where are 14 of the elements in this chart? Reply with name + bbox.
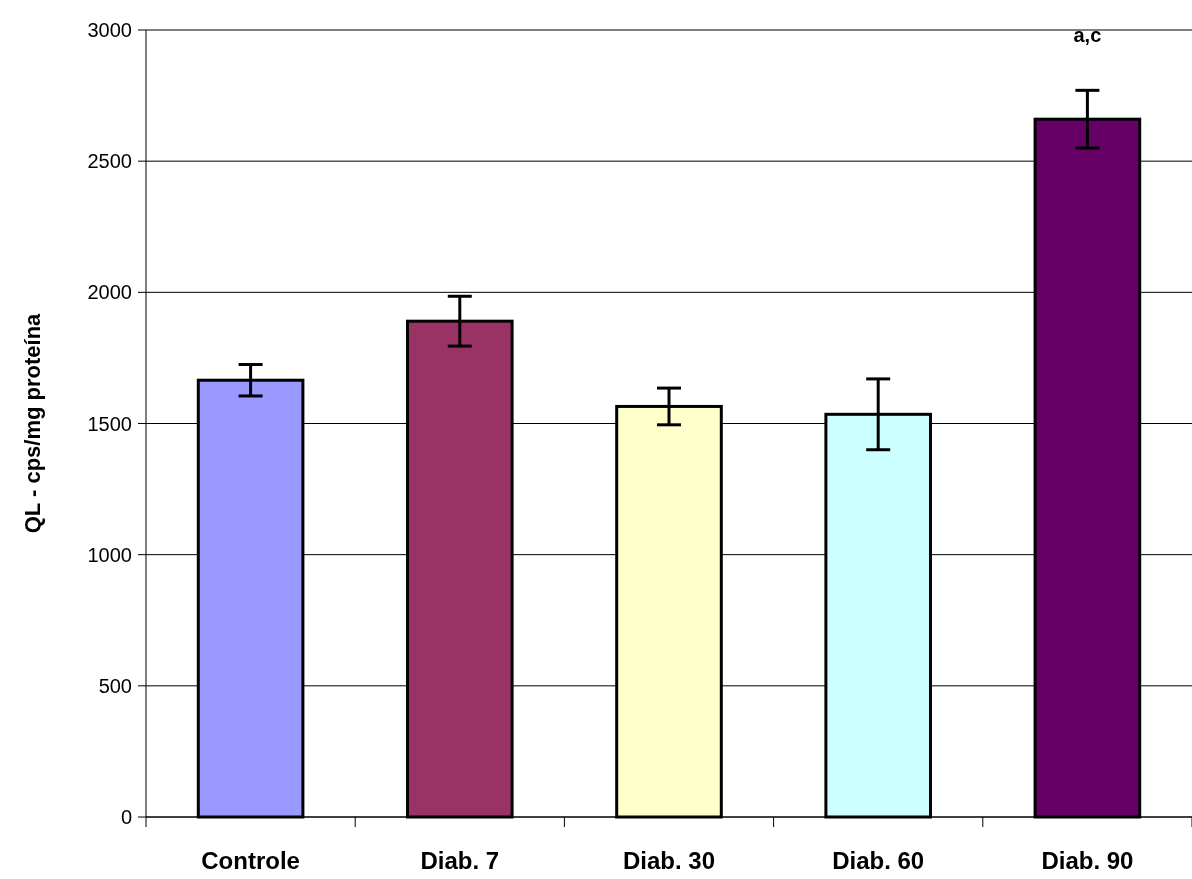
- x-tick-label: Diab. 60: [832, 847, 925, 874]
- annotation: a,c: [1073, 24, 1102, 47]
- y-tick-label: 3000: [87, 19, 132, 41]
- y-tick-label: 500: [98, 674, 132, 697]
- x-tick-label: Diab. 7: [420, 847, 500, 874]
- y-tick-label: 0: [120, 806, 132, 828]
- y-tick-label: 1500: [87, 412, 132, 435]
- y-tick-label: 2500: [87, 150, 132, 173]
- y-axis-title: QL - cps/mg proteína: [20, 312, 45, 534]
- x-tick-label: Controle: [201, 847, 300, 874]
- x-tick-label: Diab. 30: [622, 847, 716, 874]
- y-tick-label: 2000: [87, 281, 132, 304]
- y-tick-label: 1000: [87, 543, 132, 566]
- x-tick-label: Diab. 90: [1041, 847, 1134, 874]
